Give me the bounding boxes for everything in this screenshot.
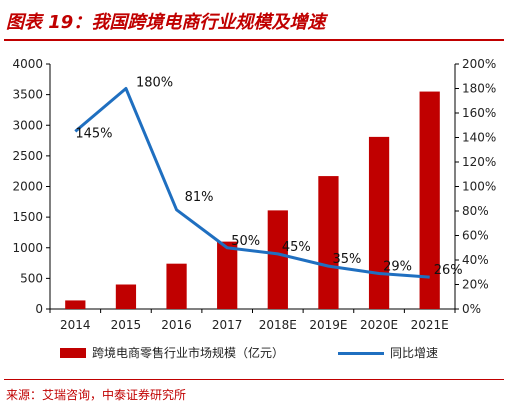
y-right-tick-label: 80% [462, 204, 489, 218]
bar [166, 263, 187, 309]
y-right-tick-label: 180% [462, 82, 496, 96]
y-right-tick-label: 160% [462, 106, 496, 120]
y-right-tick-label: 140% [462, 131, 496, 145]
legend-line-label: 同比增速 [390, 346, 439, 360]
line-data-label: 35% [332, 252, 361, 267]
x-tick-label: 2016 [161, 318, 192, 332]
line-data-label: 81% [185, 190, 214, 205]
source-note: 来源：艾瑞咨询，中泰证券研究所 [6, 388, 187, 402]
bar [318, 176, 339, 309]
line-data-label: 180% [136, 76, 173, 91]
source-divider [4, 379, 504, 380]
y-left-tick-label: 4000 [12, 57, 43, 71]
line-data-label: 29% [383, 259, 412, 274]
x-tick-label: 2017 [212, 318, 243, 332]
x-tick-label: 2019E [309, 318, 347, 332]
bar [267, 210, 288, 309]
x-tick-label: 2021E [411, 318, 449, 332]
line-data-label: 145% [75, 126, 112, 141]
bar [368, 136, 390, 309]
y-left-tick-label: 0 [35, 302, 43, 316]
y-right-tick-label: 40% [462, 253, 489, 267]
legend-bar-swatch [60, 348, 86, 358]
title-divider [4, 39, 504, 41]
line-data-label: 50% [231, 234, 260, 249]
legend-bar-label: 跨境电商零售行业市场规模（亿元） [92, 346, 285, 360]
x-tick-label: 2015 [111, 318, 142, 332]
y-right-tick-label: 60% [462, 229, 489, 243]
bar [419, 91, 440, 309]
bar [115, 284, 137, 309]
chart-area: 0 500 1000 1500 2000 2500 3000 3500 4000 0% 20% 40%… [12, 57, 496, 332]
y-right-tick-label: 120% [462, 155, 496, 169]
line-data-label: 26% [434, 263, 463, 278]
legend-line-swatch [338, 352, 384, 355]
x-tick-label: 2018E [259, 318, 297, 332]
y-left-tick-label: 2500 [12, 149, 43, 163]
growth-line [74, 87, 430, 279]
y-left-tick-label: 2000 [12, 180, 43, 194]
y-left-tick-label: 1000 [12, 241, 43, 255]
y-right-tick-label: 200% [462, 57, 496, 71]
y-right-tick-label: 20% [462, 278, 489, 292]
y-left-tick-label: 3500 [12, 88, 43, 102]
y-left-tick-label: 3000 [12, 118, 43, 132]
bar [217, 241, 238, 309]
bar [65, 300, 86, 309]
y-left-tick-label: 1500 [12, 210, 43, 224]
x-tick-label: 2020E [360, 318, 398, 332]
y-right-tick-label: 0% [462, 302, 481, 316]
x-tick-label: 2014 [60, 318, 91, 332]
line-data-label: 45% [282, 240, 311, 255]
figure-title: 图表 19：我国跨境电商行业规模及增速 [6, 12, 326, 33]
y-right-tick-label: 100% [462, 180, 496, 194]
y-left-tick-label: 500 [20, 271, 43, 285]
